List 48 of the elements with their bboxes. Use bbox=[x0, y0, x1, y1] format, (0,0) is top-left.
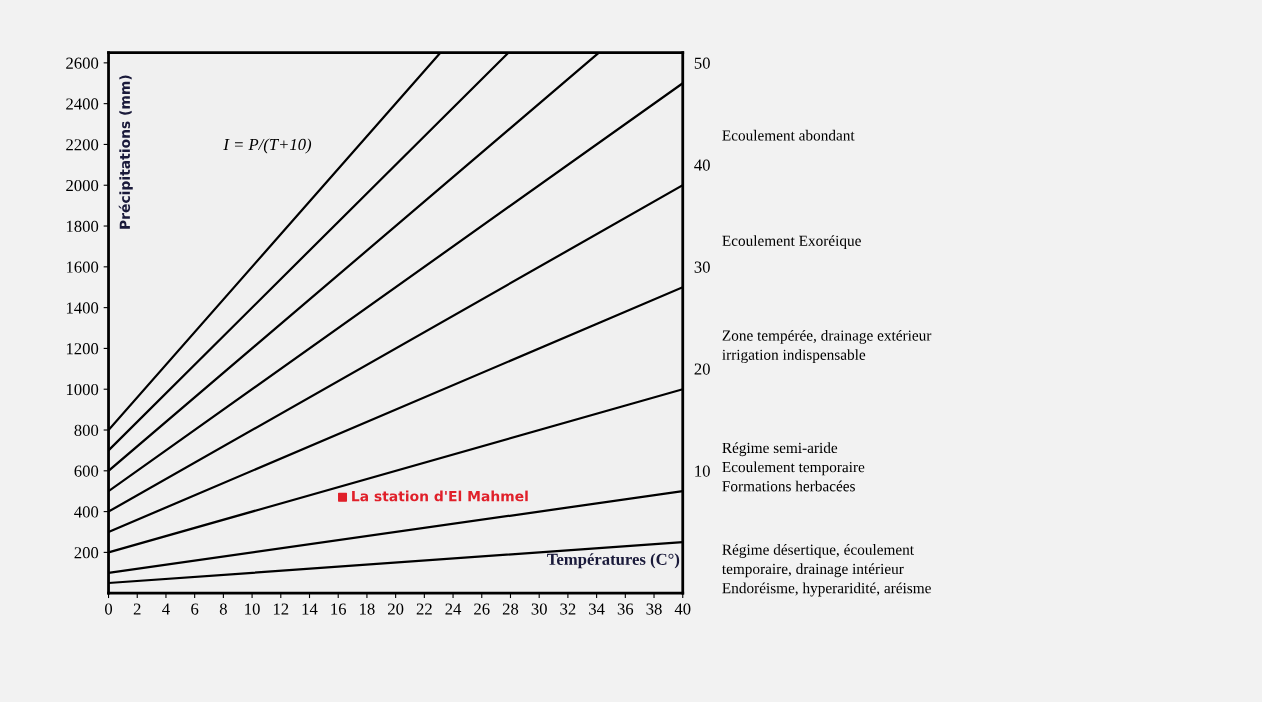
y-tick-label: 1600 bbox=[66, 261, 99, 273]
x-tick-label: 0 bbox=[105, 603, 113, 615]
series-label: La station d'El Mahmel bbox=[352, 490, 528, 502]
x-tick-label: 34 bbox=[589, 603, 605, 615]
y-tick-label: 600 bbox=[74, 465, 99, 477]
y-tick-label: 1200 bbox=[66, 343, 99, 355]
y-axis-title: Précipitations (mm) bbox=[118, 75, 133, 229]
x-tick-label: 40 bbox=[674, 603, 691, 615]
x-tick-label: 32 bbox=[560, 603, 576, 615]
series-label: 10 bbox=[695, 465, 710, 477]
text: Ecoulement Exoréique bbox=[722, 235, 861, 250]
x-tick-label: 10 bbox=[245, 603, 260, 615]
text: Ecoulement abondant bbox=[722, 129, 855, 141]
x-tick-label: 26 bbox=[474, 603, 490, 615]
y-tick-label: 2000 bbox=[66, 179, 99, 192]
series-label: 30 bbox=[694, 261, 710, 273]
x-tick-label: 18 bbox=[360, 603, 375, 615]
x-tick-label: 38 bbox=[646, 603, 662, 615]
x-tick-label: 8 bbox=[219, 603, 227, 615]
series-label: 40 bbox=[694, 159, 710, 171]
y-tick-label: 1400 bbox=[66, 302, 99, 314]
x-tick-label: 22 bbox=[416, 603, 432, 615]
y-tick-label: 2200 bbox=[66, 139, 99, 151]
x-tick-label: 20 bbox=[388, 603, 404, 615]
series-label: 50 bbox=[694, 57, 710, 69]
y-tick-label: 1800 bbox=[66, 220, 99, 232]
x-tick-label: 14 bbox=[302, 603, 318, 615]
x-tick-label: 2 bbox=[133, 603, 141, 615]
text: Zone tempérée, drainage extérieur irrigation indispensable bbox=[722, 329, 932, 364]
series-label: 20 bbox=[694, 363, 710, 375]
y-tick-label: 400 bbox=[74, 506, 99, 518]
x-tick-label: 4 bbox=[162, 603, 170, 615]
x-tick-label: 28 bbox=[502, 603, 519, 615]
x-axis-title: Températures (C°) bbox=[547, 553, 680, 569]
annotation: I = P/(T+10) bbox=[223, 138, 312, 154]
x-tick-label: 16 bbox=[331, 603, 347, 615]
x-tick-label: 6 bbox=[191, 603, 199, 615]
x-tick-label: 36 bbox=[617, 603, 634, 615]
y-tick-label: 200 bbox=[74, 547, 99, 559]
x-tick-label: 24 bbox=[445, 603, 462, 615]
y-tick-label: 2400 bbox=[66, 98, 99, 110]
x-tick-label: 12 bbox=[273, 603, 289, 615]
y-tick-label: 800 bbox=[74, 424, 99, 436]
y-tick-label: 1000 bbox=[66, 383, 99, 396]
text: Régime semi-aride Ecoulement temporaire Formations herbacées bbox=[722, 442, 865, 492]
y-tick-label: 2600 bbox=[66, 57, 99, 69]
text: Régime désertique, écoulement temporaire, drainage intérieur Endoréisme, hyperaridité, aréisme bbox=[722, 544, 931, 597]
x-tick-label: 30 bbox=[531, 603, 547, 615]
